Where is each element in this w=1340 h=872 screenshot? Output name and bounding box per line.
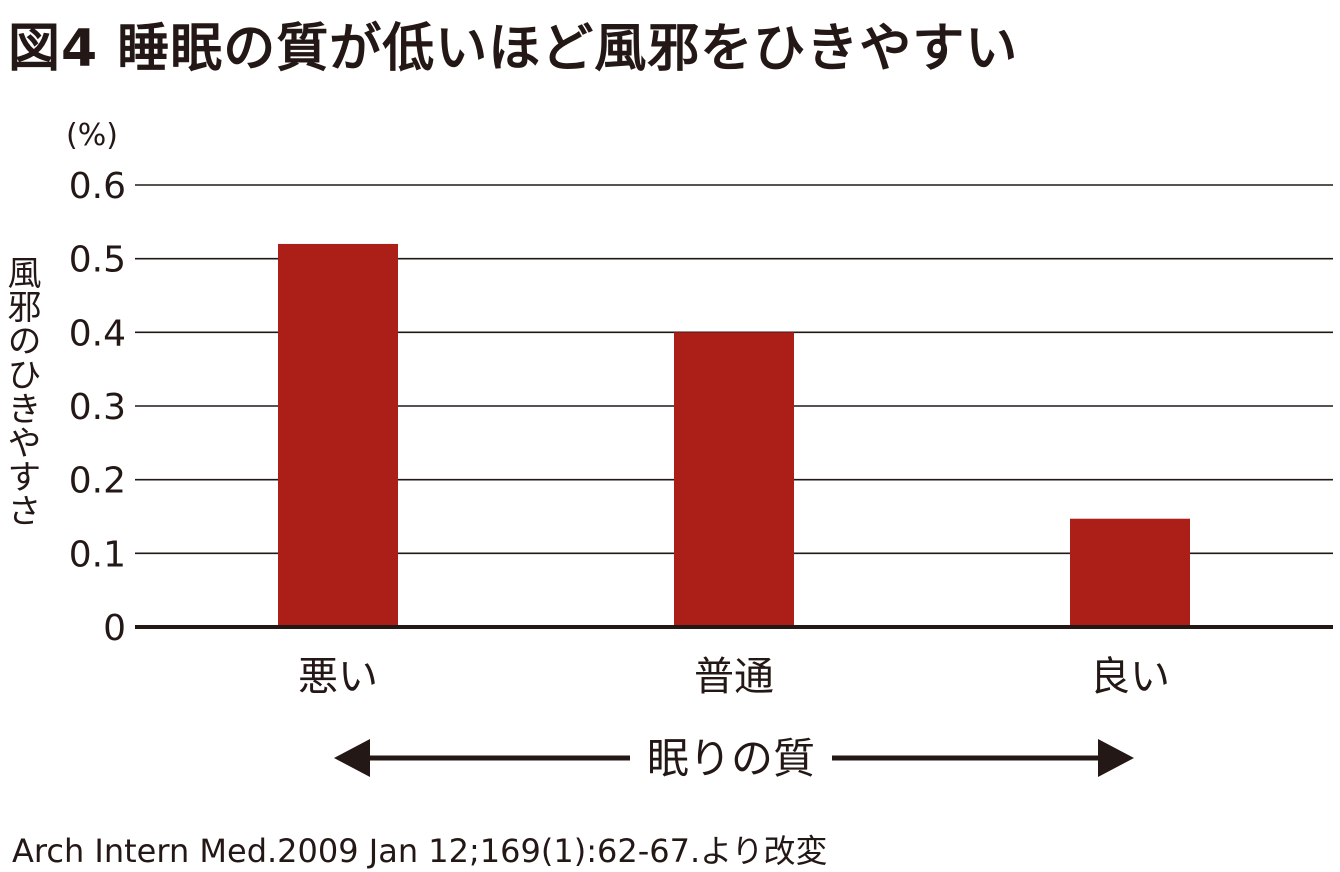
y-tick-label: 0.1	[69, 534, 126, 575]
bar-3	[1070, 518, 1190, 625]
y-tick-label: 0.4	[69, 313, 126, 354]
y-axis-label: 風邪のひきやすさ	[1, 255, 41, 527]
y-tick-label: 0.3	[69, 387, 126, 428]
chart-title: 図4 睡眠の質が低いほど風邪をひきやすい	[8, 19, 1019, 79]
bar-1	[278, 243, 398, 625]
x-axis-arrow-left-head	[334, 739, 370, 777]
y-axis-unit: (%)	[66, 118, 118, 153]
x-category-label: 悪い	[298, 654, 378, 700]
bar-2	[674, 332, 794, 625]
x-category-label: 良い	[1090, 654, 1170, 700]
x-axis-arrow-right-head	[1098, 739, 1134, 777]
y-tick-label: 0	[103, 608, 126, 649]
y-tick-label: 0.5	[69, 240, 126, 281]
y-tick-label: 0.2	[69, 461, 126, 502]
x-axis-label: 眠りの質	[647, 734, 815, 783]
source-citation: Arch Intern Med.2009 Jan 12;169(1):62-67…	[12, 832, 828, 870]
x-category-label: 普通	[694, 654, 774, 700]
y-tick-label: 0.6	[69, 166, 126, 207]
